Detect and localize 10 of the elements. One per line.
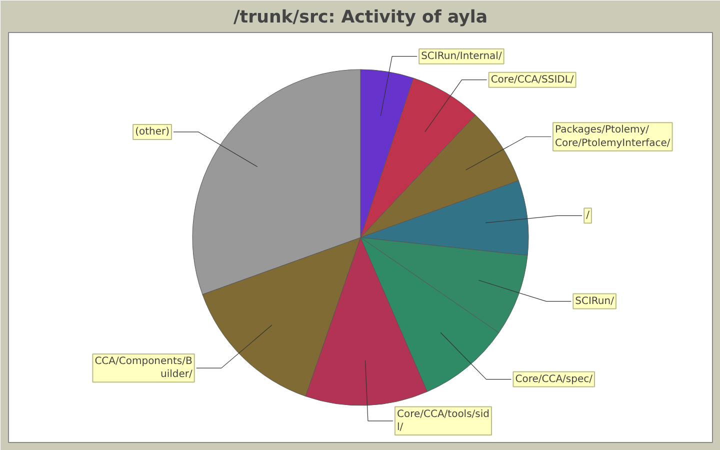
slice-label: SCIRun/: [575, 296, 615, 307]
slice-label: Core/CCA/SSIDL/: [490, 74, 574, 86]
slice-label: Packages/Ptolemy/ Core/PtolemyInterface/: [554, 124, 671, 149]
slice-label: Core/CCA/tools/sid l/: [396, 408, 490, 433]
slice-label: Core/CCA/spec/: [515, 374, 594, 385]
chart-title: /trunk/src: Activity of ayla: [233, 8, 488, 28]
slice-label: (other): [135, 126, 170, 138]
slice-label: CCA/Components/B uilder/: [94, 356, 194, 380]
slice-label: SCIRun/Internal/: [421, 50, 502, 62]
slice-label: /: [586, 210, 590, 222]
